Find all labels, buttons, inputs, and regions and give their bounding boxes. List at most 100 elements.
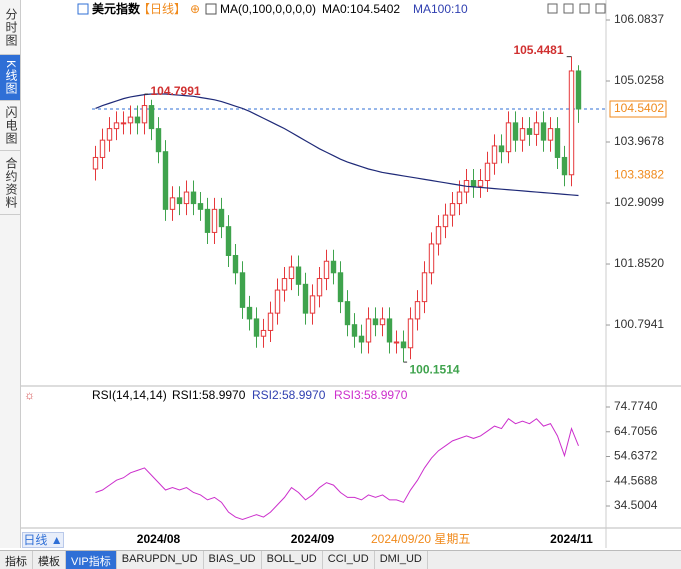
candle-body — [554, 128, 561, 158]
candle-body — [302, 283, 309, 314]
tab[interactable]: VIP指标 — [66, 551, 117, 569]
candle-body — [148, 105, 155, 130]
candle-body — [169, 197, 176, 210]
y-tick-label: 44.5688 — [614, 473, 658, 487]
candle-body — [435, 226, 442, 245]
candle-body — [477, 180, 484, 187]
tab[interactable]: CCI_UD — [323, 551, 375, 569]
candle-body — [547, 128, 554, 141]
candle-body — [190, 191, 197, 205]
candle-body — [274, 289, 281, 314]
candle-body — [183, 191, 190, 205]
y-tick-label: 102.9099 — [614, 195, 664, 209]
candle-body — [232, 254, 239, 274]
y-tick-label: 106.0837 — [614, 12, 664, 26]
period-button[interactable]: 日线 ▲ — [22, 532, 64, 548]
candle-body — [421, 272, 428, 303]
candle-body — [162, 151, 169, 210]
candle-body — [106, 128, 113, 141]
candle-body — [330, 260, 337, 274]
icon[interactable]: ☼ — [24, 388, 35, 402]
candle-body — [540, 122, 547, 141]
annotation: 104.7991 — [151, 84, 201, 98]
sidebar: 分时图 K线图 闪电图 合约资料 — [0, 0, 21, 548]
tab[interactable]: DMI_UD — [375, 551, 428, 569]
candle-body — [197, 203, 204, 210]
tab[interactable]: BARUPDN_UD — [117, 551, 204, 569]
y-tick-label: 54.6372 — [614, 449, 658, 463]
candle-body — [99, 139, 106, 158]
candle-body — [211, 208, 218, 233]
candle-body — [323, 260, 330, 280]
candle-body — [561, 156, 568, 176]
candle-body — [337, 272, 344, 303]
sidebar-tab[interactable]: K线图 — [0, 55, 20, 101]
cursor-label: 2024/09/20 星期五 — [371, 532, 470, 546]
candle-body — [365, 318, 372, 343]
candle-body — [428, 243, 435, 274]
candle-body — [491, 145, 498, 164]
candle-body — [400, 341, 407, 349]
candle-body — [239, 272, 246, 308]
candle-body — [456, 191, 463, 205]
sidebar-tab[interactable]: 闪电图 — [0, 101, 20, 151]
candle-body — [386, 318, 393, 343]
candle-body — [204, 208, 211, 233]
candle-body — [288, 266, 295, 280]
legend-ma0: MA0:104.5402 — [322, 2, 400, 16]
candle-body — [260, 329, 267, 337]
candle-body — [414, 301, 421, 320]
tab[interactable]: 模板 — [33, 551, 66, 569]
candle-body — [498, 145, 505, 153]
sidebar-tab[interactable]: 分时图 — [0, 0, 20, 55]
candle-body — [344, 301, 351, 326]
candle-body — [512, 122, 519, 141]
candle-body — [575, 70, 582, 110]
candle-body — [309, 295, 316, 314]
tab[interactable]: BOLL_UD — [262, 551, 323, 569]
candle-body — [505, 122, 512, 153]
legend-name: 美元指数 — [92, 1, 141, 16]
legend-ma100: MA100:10 — [413, 2, 468, 16]
y-tick-label: 101.8520 — [614, 256, 664, 270]
tab-bar: 指标 模板 VIP指标 BARUPDN_UD BIAS_UD BOLL_UD C… — [0, 550, 681, 569]
price-tag-label: 104.5402 — [614, 101, 664, 115]
sidebar-tab[interactable]: 合约资料 — [0, 151, 20, 215]
candle-body — [358, 335, 365, 343]
icon[interactable] — [77, 3, 89, 15]
candle-body — [442, 214, 449, 228]
ma-line — [95, 93, 579, 197]
rsi-legend: RSI2:58.9970 — [252, 388, 326, 402]
candle-body — [141, 105, 148, 124]
candle-body — [351, 324, 358, 337]
candle-body — [526, 128, 533, 135]
candle-body — [127, 116, 134, 124]
window-icons[interactable] — [547, 3, 606, 14]
legend-ma: MA(0,100,0,0,0,0) — [220, 2, 316, 16]
candle-body — [155, 128, 162, 153]
chart: 美元指数 【日线】 ⊕ MA(0,100,0,0,0,0) MA0:104.54… — [21, 0, 681, 548]
x-tick-label: 2024/08 — [137, 532, 181, 546]
candle-body — [246, 306, 253, 320]
candle-body — [568, 70, 575, 176]
candle-body — [267, 312, 274, 331]
tab[interactable]: 指标 — [0, 551, 33, 569]
candle-body — [484, 162, 491, 182]
rsi-line — [95, 418, 579, 521]
candle-body — [519, 128, 526, 141]
candle-body — [533, 122, 540, 135]
icon[interactable] — [205, 3, 217, 15]
candle-body — [120, 122, 127, 125]
y-tick-label: 74.7740 — [614, 399, 658, 413]
y-tick-label: 100.7941 — [614, 317, 664, 331]
candle-body — [225, 226, 232, 256]
candle-body — [407, 318, 414, 349]
candle-body — [379, 318, 386, 326]
icon[interactable]: ⊕ — [190, 2, 200, 16]
y-tick-label: 105.0258 — [614, 73, 664, 87]
x-tick-label: 2024/09 — [291, 532, 335, 546]
annotation: 100.1514 — [410, 362, 460, 376]
tab[interactable]: BIAS_UD — [204, 551, 262, 569]
candle-body — [393, 341, 400, 344]
